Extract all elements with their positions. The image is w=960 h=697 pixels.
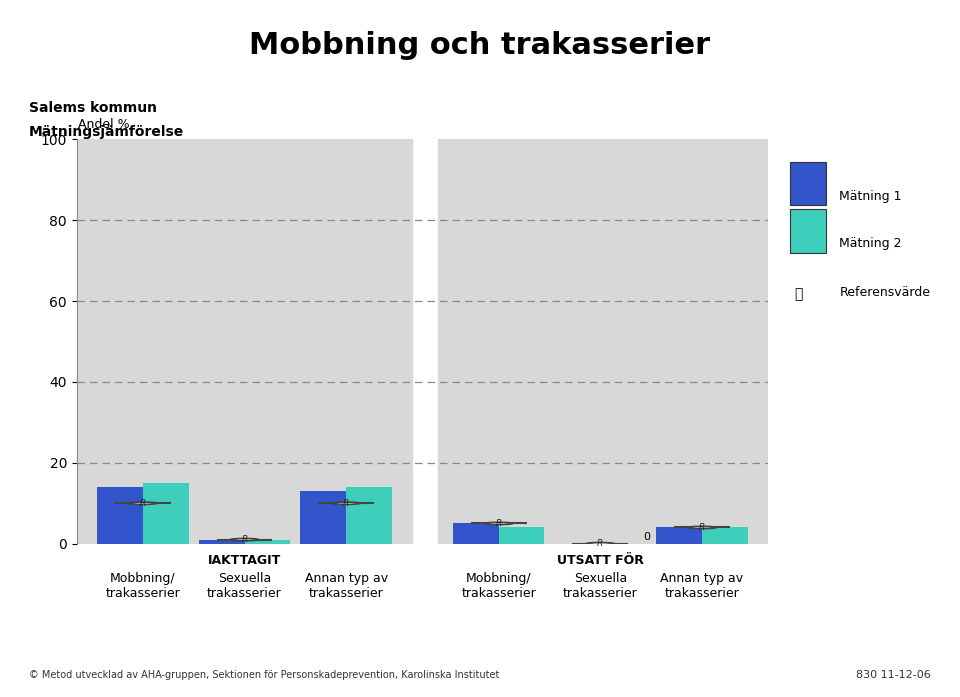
Text: R: R [241,535,248,544]
Bar [97,487,143,544]
Text: Ⓡ: Ⓡ [795,287,803,301]
Text: Sexuella
trakasserier: Sexuella trakasserier [207,572,282,600]
Bar [790,209,827,253]
Bar [438,139,768,544]
Text: Andel %: Andel % [78,118,130,131]
Bar [790,162,827,206]
Circle shape [332,502,360,505]
Text: © Metod utvecklad av AHA-gruppen, Sektionen för Personskadeprevention, Karolinsk: © Metod utvecklad av AHA-gruppen, Sektio… [29,670,499,680]
Circle shape [687,526,716,528]
Bar [347,487,392,544]
Text: 830 11-12-06: 830 11-12-06 [856,670,931,680]
Text: R: R [140,499,146,507]
Bar [702,528,748,544]
Text: Mätning 2: Mätning 2 [839,237,902,250]
Text: Sexuella
trakasserier: Sexuella trakasserier [563,572,637,600]
Text: Mätning 1: Mätning 1 [839,190,902,203]
Text: Salems kommun: Salems kommun [29,101,156,115]
Text: Mätningsjämförelse: Mätningsjämförelse [29,125,184,139]
Bar [300,491,347,544]
Circle shape [586,542,614,545]
Text: Mobbning/
trakasserier: Mobbning/ trakasserier [106,572,180,600]
Text: Annan typ av
trakasserier: Annan typ av trakasserier [660,572,743,600]
Bar [199,539,245,544]
Circle shape [230,539,259,541]
Bar [77,139,412,544]
Text: Annan typ av
trakasserier: Annan typ av trakasserier [304,572,388,600]
Bar [498,528,544,544]
Bar [143,483,188,544]
Circle shape [485,522,513,525]
Text: R: R [597,539,604,548]
Bar [245,539,290,544]
Text: Mobbning/
trakasserier: Mobbning/ trakasserier [461,572,536,600]
Text: R: R [495,519,502,528]
Text: R: R [699,523,705,532]
Text: Mobbning och trakasserier: Mobbning och trakasserier [250,31,710,61]
Text: IAKTTAGIT: IAKTTAGIT [208,553,281,567]
Circle shape [129,502,157,505]
Text: UTSATT FÖR: UTSATT FÖR [557,553,644,567]
Text: Referensvärde: Referensvärde [839,286,930,300]
Bar [657,528,702,544]
Text: 0: 0 [643,532,651,542]
Text: R: R [343,499,349,507]
Bar [453,523,498,544]
